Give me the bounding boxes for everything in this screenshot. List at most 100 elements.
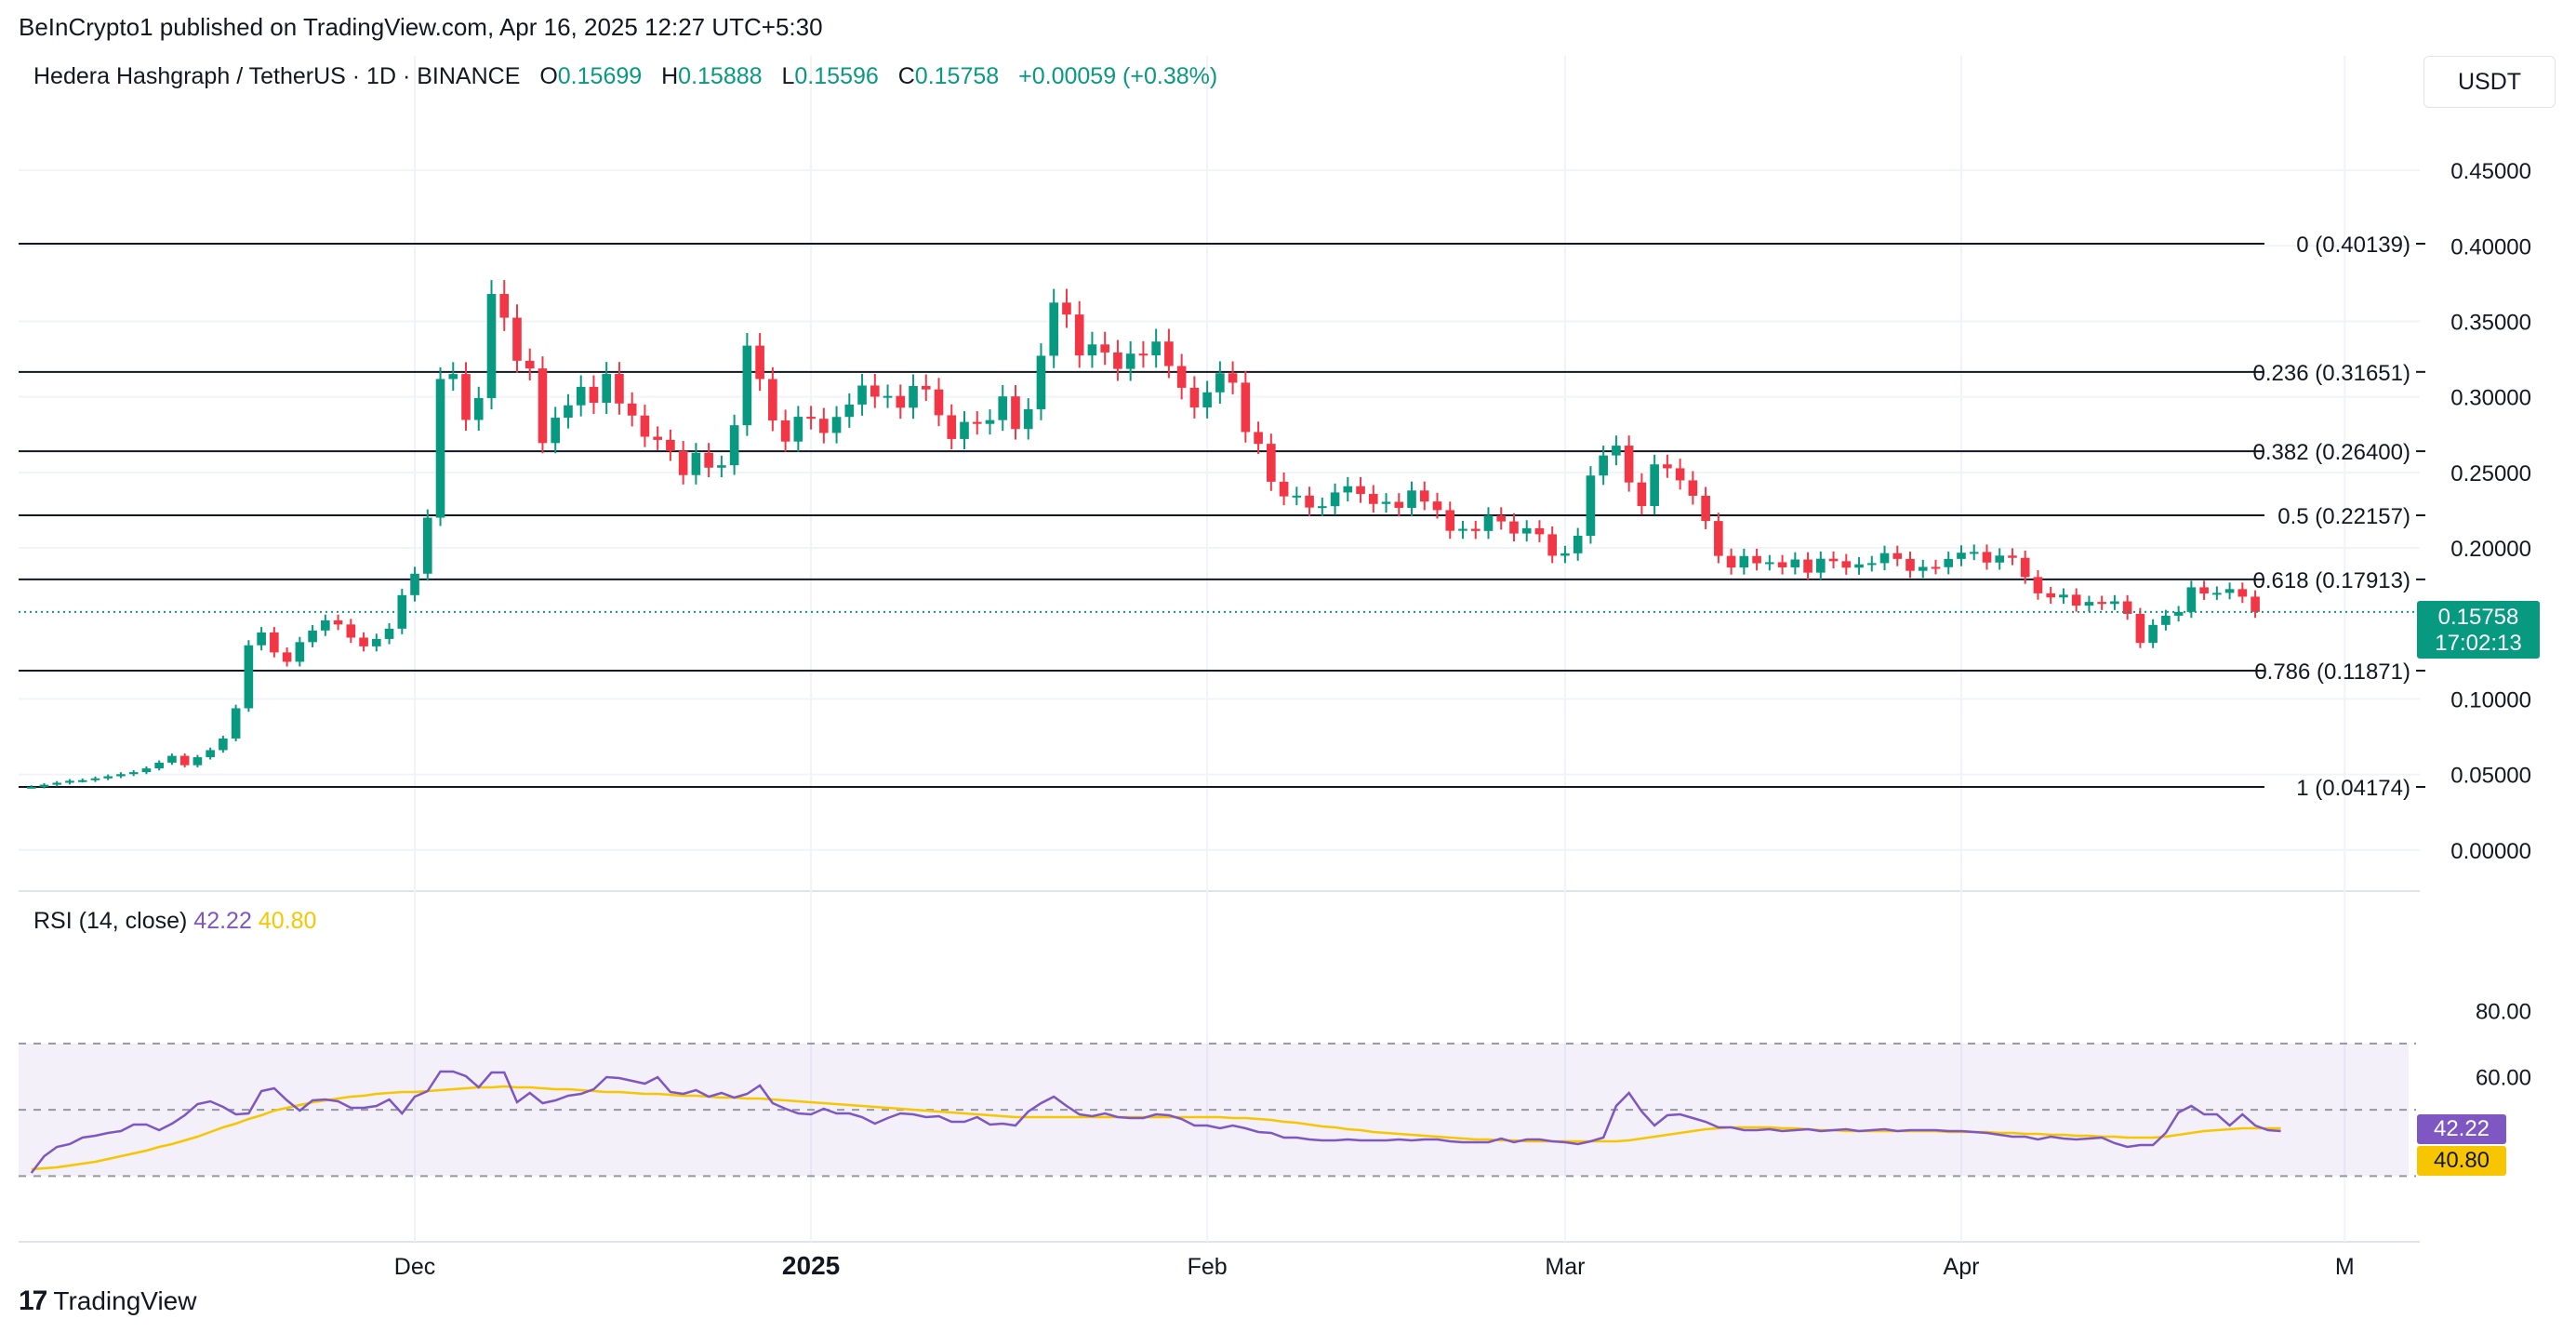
candle-body <box>1062 302 1071 315</box>
candle-body <box>2173 611 2184 616</box>
candle-body <box>2059 594 2068 598</box>
tradingview-logo-icon: 17 <box>19 1285 47 1316</box>
candle-body <box>1726 555 1736 568</box>
close-value: 0.15758 <box>914 63 1000 89</box>
candle-body <box>499 294 510 318</box>
fib-level-label: 0 (0.40139) <box>2296 233 2410 258</box>
candle-body <box>1931 566 1941 569</box>
candle-body <box>857 385 867 405</box>
candle-body <box>1407 490 1416 508</box>
candle-body <box>359 637 368 646</box>
candle-body <box>346 624 356 638</box>
bar-countdown: 17:02:13 <box>2435 631 2522 656</box>
publisher-line: BeInCrypto1 published on TradingView.com… <box>19 13 823 41</box>
candle-body <box>2033 577 2043 593</box>
last-price-value: 0.15758 <box>2437 605 2519 630</box>
candle-body <box>410 573 419 595</box>
candle-body <box>1969 552 1979 554</box>
candle-body <box>1087 344 1097 356</box>
candle-body <box>1612 446 1621 456</box>
candle-body <box>231 708 241 739</box>
candle-body <box>1279 481 1289 497</box>
candle-body <box>2046 593 2055 598</box>
candle-body <box>1918 566 1928 571</box>
fib-level-label: 0.236 (0.31651) <box>2253 361 2410 386</box>
candle-body <box>77 779 87 782</box>
rsi-legend: RSI (14, close) 42.22 40.80 <box>33 908 316 935</box>
candle-body <box>1113 352 1122 369</box>
price-axis-label: 0.10000 <box>2450 687 2531 713</box>
candle-body <box>1228 373 1238 383</box>
currency-button[interactable]: USDT <box>2423 56 2556 108</box>
candle-body <box>1663 464 1672 469</box>
fib-level-label: 1 (0.04174) <box>2296 776 2410 801</box>
candle-body <box>1866 563 1877 566</box>
candle-body <box>1318 506 1327 509</box>
candle-body <box>1458 528 1467 531</box>
candle-body <box>1151 341 1161 355</box>
candle-body <box>960 421 969 439</box>
candle-body <box>2148 624 2158 644</box>
candle-body <box>154 762 164 769</box>
candle-body <box>1176 366 1187 388</box>
price-axis-label: 0.45000 <box>2450 159 2531 184</box>
candle-body <box>1330 492 1340 507</box>
candle-body <box>1394 501 1404 508</box>
candle-body <box>206 750 215 758</box>
rsi-axis-label: 60.00 <box>2476 1066 2531 1091</box>
candle-body <box>1356 486 1365 495</box>
candle-body <box>1432 501 1442 511</box>
candle-body <box>448 374 458 380</box>
candle-body <box>1815 558 1826 573</box>
candle-body <box>1624 446 1634 483</box>
candle-body <box>2008 555 2017 558</box>
brand-name: TradingView <box>53 1286 197 1315</box>
candle-body <box>372 638 381 646</box>
time-axis-label: Feb <box>1188 1254 1228 1280</box>
candle-body <box>768 379 777 420</box>
time-axis-label: 2025 <box>782 1251 840 1280</box>
candle-body <box>1944 558 1954 567</box>
candle-body <box>653 436 662 440</box>
candle-body <box>729 425 739 466</box>
candle-body <box>742 345 752 426</box>
symbol-title[interactable]: Hedera Hashgraph / TetherUS · 1D · BINAN… <box>33 63 521 89</box>
candle-body <box>179 755 190 766</box>
candle-body <box>1189 387 1200 407</box>
price-axis-label: 0.30000 <box>2450 386 2531 411</box>
candle-body <box>397 594 407 629</box>
candle-body <box>576 386 586 406</box>
low-label: L <box>781 63 795 89</box>
high-value: 0.15888 <box>678 63 763 89</box>
tradingview-brand[interactable]: 17 TradingView <box>19 1285 196 1317</box>
candle-body <box>1765 562 1774 565</box>
candle-body <box>1343 486 1353 493</box>
candle-body <box>1790 559 1800 567</box>
candle-body <box>909 385 918 408</box>
candle-body <box>2020 557 2030 578</box>
rsi-value-tag: 42.22 <box>2417 1114 2506 1144</box>
candle-body <box>282 652 292 662</box>
candle-body <box>2110 601 2119 605</box>
candle-body <box>2186 587 2197 612</box>
rsi-legend-value: 42.22 <box>193 908 252 934</box>
candle-body <box>538 368 548 444</box>
candle-body <box>1138 353 1149 356</box>
candle-body <box>1995 555 2005 563</box>
rsi-label[interactable]: RSI (14, close) <box>33 908 188 934</box>
candle-body <box>1547 534 1558 556</box>
candle-body <box>564 405 573 419</box>
candle-body <box>141 768 152 773</box>
time-axis-label: M <box>2335 1254 2355 1280</box>
candle-body <box>691 452 701 475</box>
candle-body <box>602 373 612 403</box>
candle-body <box>1521 527 1532 534</box>
candle-body <box>1905 558 1915 571</box>
candle-body <box>666 439 675 451</box>
candle-body <box>1739 555 1749 568</box>
time-axis-label: Apr <box>1944 1254 1980 1280</box>
last-price-tag: 0.15758 17:02:13 <box>2417 601 2540 659</box>
candle-body <box>219 738 228 751</box>
candle-body <box>806 417 816 420</box>
